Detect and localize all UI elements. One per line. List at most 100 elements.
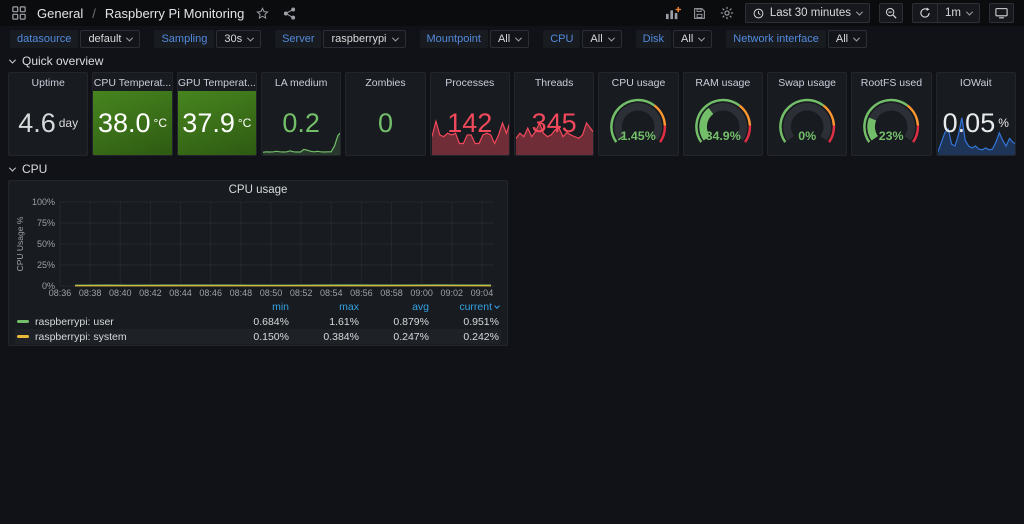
- legend-header-max[interactable]: max: [339, 300, 359, 313]
- stat-value-area: 142: [431, 91, 509, 155]
- refresh-button[interactable]: [912, 3, 938, 23]
- svg-text:09:04: 09:04: [471, 288, 494, 298]
- legend-row[interactable]: raspberrypi: system 0.150% 0.384% 0.247% 0.2…: [15, 329, 501, 344]
- panel-title[interactable]: CPU usage: [228, 184, 288, 196]
- sparkline: [515, 117, 594, 155]
- stat-value: 0.05: [942, 107, 996, 138]
- panel-title[interactable]: Swap usage: [778, 77, 837, 89]
- time-range-label: Last 30 minutes: [769, 7, 852, 19]
- panel-title[interactable]: Uptime: [31, 77, 65, 89]
- svg-text:CPU Usage %: CPU Usage %: [15, 216, 25, 271]
- variable-value-dropdown[interactable]: 30s: [216, 30, 262, 48]
- legend-series-name: raspberrypi: system: [17, 331, 219, 343]
- breadcrumb-separator: /: [92, 5, 96, 21]
- add-panel-icon[interactable]: [664, 4, 682, 22]
- svg-text:08:42: 08:42: [139, 288, 162, 298]
- row-header-cpu[interactable]: CPU: [0, 160, 1024, 178]
- legend-header-row: min max avg current: [15, 299, 501, 314]
- svg-text:75%: 75%: [37, 218, 55, 228]
- panel-title[interactable]: LA medium: [274, 77, 328, 89]
- gauge-value: 1.45%: [621, 129, 656, 143]
- gauge-arc: 34.9%: [694, 98, 751, 143]
- zoom-out-time-button[interactable]: [879, 3, 904, 23]
- variable-value-dropdown[interactable]: raspberrypi: [323, 30, 406, 48]
- stat-panel-threads: Threads 345: [513, 72, 595, 156]
- star-icon[interactable]: [253, 4, 271, 22]
- stat-value-area: 0: [346, 91, 424, 155]
- chevron-down-icon: [515, 34, 523, 42]
- svg-text:100%: 100%: [32, 197, 55, 207]
- legend-header-avg[interactable]: avg: [412, 300, 429, 313]
- svg-text:08:56: 08:56: [350, 288, 373, 298]
- share-icon[interactable]: [280, 4, 298, 22]
- stat-panel-cpu-usage: CPU usage 1.45%: [598, 72, 679, 156]
- variable-value-dropdown[interactable]: All: [582, 30, 622, 48]
- gauge-value: 34.9%: [705, 129, 740, 143]
- chevron-down-icon: [126, 34, 134, 42]
- variable-label: Network interface: [726, 30, 826, 48]
- stat-panel-zombies: Zombies 0: [345, 72, 426, 156]
- variable-value-dropdown[interactable]: All: [827, 30, 868, 48]
- panel-title[interactable]: RootFS used: [860, 77, 923, 89]
- time-range-picker[interactable]: Last 30 minutes: [744, 3, 871, 23]
- panel-title[interactable]: CPU Temperat...: [93, 77, 172, 89]
- legend-series-label: raspberrypi: user: [35, 315, 114, 328]
- legend-header-current[interactable]: current: [429, 301, 500, 313]
- stat-value: 0.2: [282, 107, 320, 138]
- variable-value-dropdown[interactable]: All: [489, 30, 530, 48]
- dashboard-settings-gear-icon[interactable]: [718, 4, 736, 22]
- panel-title[interactable]: CPU usage: [611, 77, 666, 89]
- variable-value-dropdown[interactable]: default: [80, 30, 141, 48]
- panel-title[interactable]: GPU Temperat...: [177, 77, 256, 89]
- legend-value: 0.150%: [253, 330, 289, 343]
- stat-panel-rootfs-used: RootFS used 23%: [851, 72, 932, 156]
- panel-title[interactable]: Threads: [534, 77, 574, 89]
- svg-text:08:54: 08:54: [320, 288, 343, 298]
- legend-table: min max avg current raspberrypi: user 0.684% 1…: [9, 299, 507, 345]
- refresh-interval-dropdown[interactable]: 1m: [937, 3, 980, 23]
- save-dashboard-icon[interactable]: [691, 4, 709, 22]
- svg-text:50%: 50%: [37, 239, 55, 249]
- variable-label: datasource: [10, 30, 79, 48]
- panel-title[interactable]: IOWait: [959, 77, 992, 89]
- legend-row[interactable]: raspberrypi: user 0.684% 1.61% 0.879% 0.951%: [15, 314, 501, 329]
- chevron-down-icon: [8, 164, 17, 172]
- stat-panel-cpu-temperat-: CPU Temperat... 38.0 °C: [92, 72, 173, 156]
- stat-panel-ram-usage: RAM usage 34.9%: [682, 72, 763, 156]
- breadcrumb-section[interactable]: General: [37, 5, 84, 21]
- variable-mountpoint: Mountpoint All: [419, 30, 530, 48]
- svg-text:0%: 0%: [42, 281, 55, 291]
- variable-current-value: 30s: [224, 33, 243, 45]
- chevron-down-icon: [607, 34, 615, 42]
- row-title: CPU: [22, 162, 48, 176]
- gauge: 23%: [852, 89, 930, 155]
- gauge: 1.45%: [599, 89, 677, 155]
- stat-value: 38.0: [97, 107, 151, 138]
- gauge-arc: 1.45%: [610, 98, 667, 143]
- stat-value-area: 0.05%: [937, 91, 1015, 155]
- legend-value: 1.61%: [329, 315, 359, 328]
- stat-unit: °C: [237, 116, 252, 130]
- row-header-quick-overview[interactable]: Quick overview: [0, 52, 1024, 70]
- gauge-value: 23%: [879, 129, 904, 143]
- tv-kiosk-mode-button[interactable]: [989, 3, 1014, 23]
- variable-value-dropdown[interactable]: All: [673, 30, 713, 48]
- top-navbar: General / Raspberry Pi Monitoring Last: [0, 0, 1024, 26]
- legend-value: 0.384%: [323, 330, 359, 343]
- panel-title[interactable]: Processes: [445, 77, 495, 89]
- legend-color-swatch: [17, 335, 29, 338]
- variable-network-interface: Network interface All: [726, 30, 868, 48]
- panel-title[interactable]: RAM usage: [695, 77, 751, 89]
- breadcrumb-dashboard-title[interactable]: Raspberry Pi Monitoring: [104, 5, 245, 21]
- sparkline: [262, 129, 341, 155]
- legend-header-min[interactable]: min: [272, 300, 289, 313]
- stat-value: 4.6: [18, 107, 56, 138]
- legend-value: 0.242%: [463, 330, 499, 343]
- stat-panel-gpu-temperat-: GPU Temperat... 37.9 °C: [176, 72, 257, 156]
- stat-panel-processes: Processes 142: [429, 72, 510, 156]
- svg-text:08:38: 08:38: [79, 288, 102, 298]
- panel-title[interactable]: Zombies: [365, 77, 406, 89]
- variable-label: Server: [275, 30, 322, 48]
- variable-sampling: Sampling 30s: [154, 30, 262, 48]
- dashboards-grid-icon[interactable]: [10, 4, 28, 22]
